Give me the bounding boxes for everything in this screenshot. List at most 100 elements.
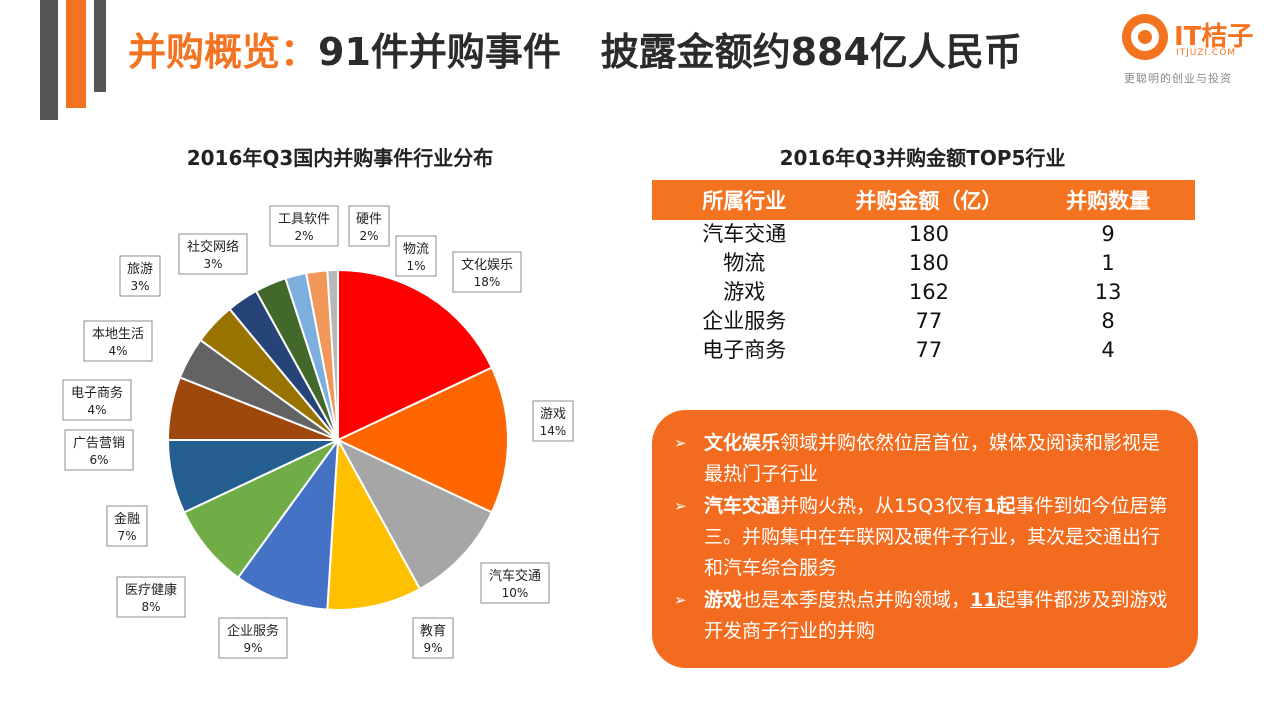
pie-label-percent: 2% bbox=[359, 229, 378, 243]
pie-label-name: 社交网络 bbox=[187, 239, 239, 255]
pie-label-box bbox=[532, 400, 574, 442]
pie-slice bbox=[335, 366, 509, 514]
insight-item: ➢ 游戏也是本季度热点并购领域，11起事件都涉及到游戏开发商子行业的并购 bbox=[672, 585, 1177, 647]
cell-industry: 电子商务 bbox=[702, 338, 787, 362]
insight-number: 11 bbox=[970, 589, 997, 611]
logo-slogan: 更聪明的创业与投资 bbox=[1124, 72, 1232, 85]
cell-industry: 游戏 bbox=[723, 280, 766, 304]
pie-slice bbox=[337, 268, 494, 442]
page-title: 并购概览：91件并购事件 披露金额约884亿人民币 bbox=[128, 22, 1022, 82]
insight-number: 1起 bbox=[983, 495, 1016, 517]
insight-item: ➢ 汽车交通并购火热，从15Q3仅有1起事件到如今位居第三。并购集中在车联网及硬件… bbox=[672, 491, 1177, 584]
pie-label-percent: 10% bbox=[502, 586, 529, 600]
table-row: 物流 180 1 bbox=[652, 249, 1195, 278]
pie-label-name: 医疗健康 bbox=[125, 582, 177, 598]
pie-slice bbox=[326, 436, 422, 611]
pie-label-box bbox=[178, 233, 248, 275]
insight-text: 领域并购依然位居首位，媒体及阅读和影视是最热门子行业 bbox=[704, 432, 1161, 485]
arrow-bullet-icon: ➢ bbox=[674, 434, 687, 452]
table-header-row: 所属行业 并购金额（亿） 并购数量 bbox=[652, 180, 1195, 220]
pie-label-percent: 8% bbox=[141, 600, 160, 614]
brand-logo: IT桔子 ITJUZI.COM 更聪明的创业与投资 bbox=[1118, 10, 1268, 90]
pie-label-name: 工具软件 bbox=[278, 212, 330, 227]
pie-label: 金融 7% bbox=[106, 505, 148, 547]
pie-label: 游戏 14% bbox=[532, 400, 574, 442]
insight-keyword: 汽车交通 bbox=[704, 495, 781, 517]
pie-label-box bbox=[348, 205, 390, 247]
pie-label: 电子商务 4% bbox=[62, 379, 132, 421]
pie-chart: 文化娱乐 18% 游戏 14% 汽车交通 10% 教育 9% 企业服务 9% 医疗健康 8% 金融 7% 广… bbox=[62, 205, 574, 659]
pie-label-box bbox=[83, 320, 153, 362]
pie-label-name: 广告营销 bbox=[73, 436, 125, 451]
top5-table: 所属行业 并购金额（亿） 并购数量 汽车交通 180 9 物流 180 1 游戏… bbox=[652, 180, 1195, 365]
pie-label-percent: 3% bbox=[203, 257, 222, 271]
logo-name: IT桔子 bbox=[1174, 22, 1254, 52]
pie-label-name: 本地生活 bbox=[92, 327, 144, 342]
pie-label-box bbox=[269, 205, 339, 247]
table-header-count: 并购数量 bbox=[1021, 180, 1195, 220]
pie-label: 医疗健康 8% bbox=[116, 576, 186, 618]
insight-text: 也是本季度热点并购领域， bbox=[742, 589, 971, 611]
decor-bar-grey bbox=[94, 0, 106, 92]
pie-label-percent: 18% bbox=[474, 275, 501, 289]
cell-count: 1 bbox=[1101, 251, 1115, 275]
pie-label-percent: 3% bbox=[130, 279, 149, 293]
pie-label: 汽车交通 10% bbox=[480, 562, 550, 604]
pie-chart-title: 2016年Q3国内并购事件行业分布 bbox=[186, 146, 494, 170]
pie-label: 物流 1% bbox=[395, 235, 437, 277]
insight-text: 事件到如今位居第三。并购集中在车联网及硬件子行业，其次是交通出行和汽车综合服务 bbox=[704, 495, 1168, 579]
pie-label-name: 硬件 bbox=[356, 212, 382, 227]
pie-label-box bbox=[119, 255, 161, 297]
arrow-bullet-icon: ➢ bbox=[674, 591, 687, 609]
pie-label-box bbox=[412, 617, 454, 659]
cell-amount: 180 bbox=[908, 251, 949, 275]
pie-label: 硬件 2% bbox=[348, 205, 390, 247]
cell-industry: 汽车交通 bbox=[702, 222, 787, 246]
pie-label-box bbox=[480, 562, 550, 604]
insight-keyword: 文化娱乐 bbox=[704, 432, 781, 454]
pie-label-percent: 6% bbox=[89, 453, 108, 467]
pie-label-box bbox=[452, 251, 522, 293]
pie-slice bbox=[236, 436, 340, 611]
pie-label-name: 教育 bbox=[420, 623, 446, 639]
pie-label: 文化娱乐 18% bbox=[452, 251, 522, 293]
pie-label-name: 物流 bbox=[403, 242, 429, 257]
pie-label-percent: 1% bbox=[406, 259, 425, 273]
pie-label-percent: 2% bbox=[294, 229, 313, 243]
insight-item: ➢ 文化娱乐领域并购依然位居首位，媒体及阅读和影视是最热门子行业 bbox=[672, 428, 1177, 490]
pie-label-percent: 7% bbox=[117, 529, 136, 543]
decor-bar-dark bbox=[40, 0, 58, 120]
insight-text: 并购火热，从15Q3仅有 bbox=[780, 495, 984, 517]
cell-count: 13 bbox=[1094, 280, 1122, 304]
table-row: 汽车交通 180 9 bbox=[652, 220, 1195, 249]
cell-amount: 77 bbox=[915, 338, 943, 362]
orange-slice-icon bbox=[1122, 14, 1168, 60]
table-row: 电子商务 77 4 bbox=[652, 336, 1195, 365]
table-header-amount: 并购金额（亿） bbox=[836, 180, 1022, 220]
page-title-rest: 91件并购事件 披露金额约884亿人民币 bbox=[318, 30, 1022, 74]
cell-amount: 77 bbox=[915, 309, 943, 333]
pie-label-box bbox=[62, 379, 132, 421]
pie-label-box bbox=[64, 429, 134, 471]
pie-label-box bbox=[106, 505, 148, 547]
pie-label-name: 游戏 bbox=[540, 407, 566, 422]
pie-label: 广告营销 6% bbox=[64, 429, 134, 471]
logo-url: ITJUZI.COM bbox=[1176, 48, 1237, 58]
insight-text: 起事件都涉及到游戏开发商子行业的并购 bbox=[704, 589, 1168, 642]
pie-label-name: 金融 bbox=[114, 511, 140, 527]
page-title-accent: 并购概览： bbox=[128, 30, 319, 74]
pie-label-percent: 9% bbox=[423, 641, 442, 655]
pie-label: 工具软件 2% bbox=[269, 205, 339, 247]
pie-label: 教育 9% bbox=[412, 617, 454, 659]
pie-label-box bbox=[218, 617, 288, 659]
decor-bar-orange bbox=[66, 0, 86, 108]
table-header-industry: 所属行业 bbox=[652, 180, 837, 220]
cell-industry: 企业服务 bbox=[702, 309, 787, 333]
pie-label-name: 汽车交通 bbox=[489, 568, 541, 584]
cell-count: 4 bbox=[1101, 338, 1115, 362]
pie-label-name: 电子商务 bbox=[71, 385, 123, 401]
pie-label: 社交网络 3% bbox=[178, 233, 248, 275]
pie-label-percent: 9% bbox=[243, 641, 262, 655]
top5-table-title: 2016年Q3并购金额TOP5行业 bbox=[779, 146, 1066, 170]
cell-count: 9 bbox=[1101, 222, 1115, 246]
